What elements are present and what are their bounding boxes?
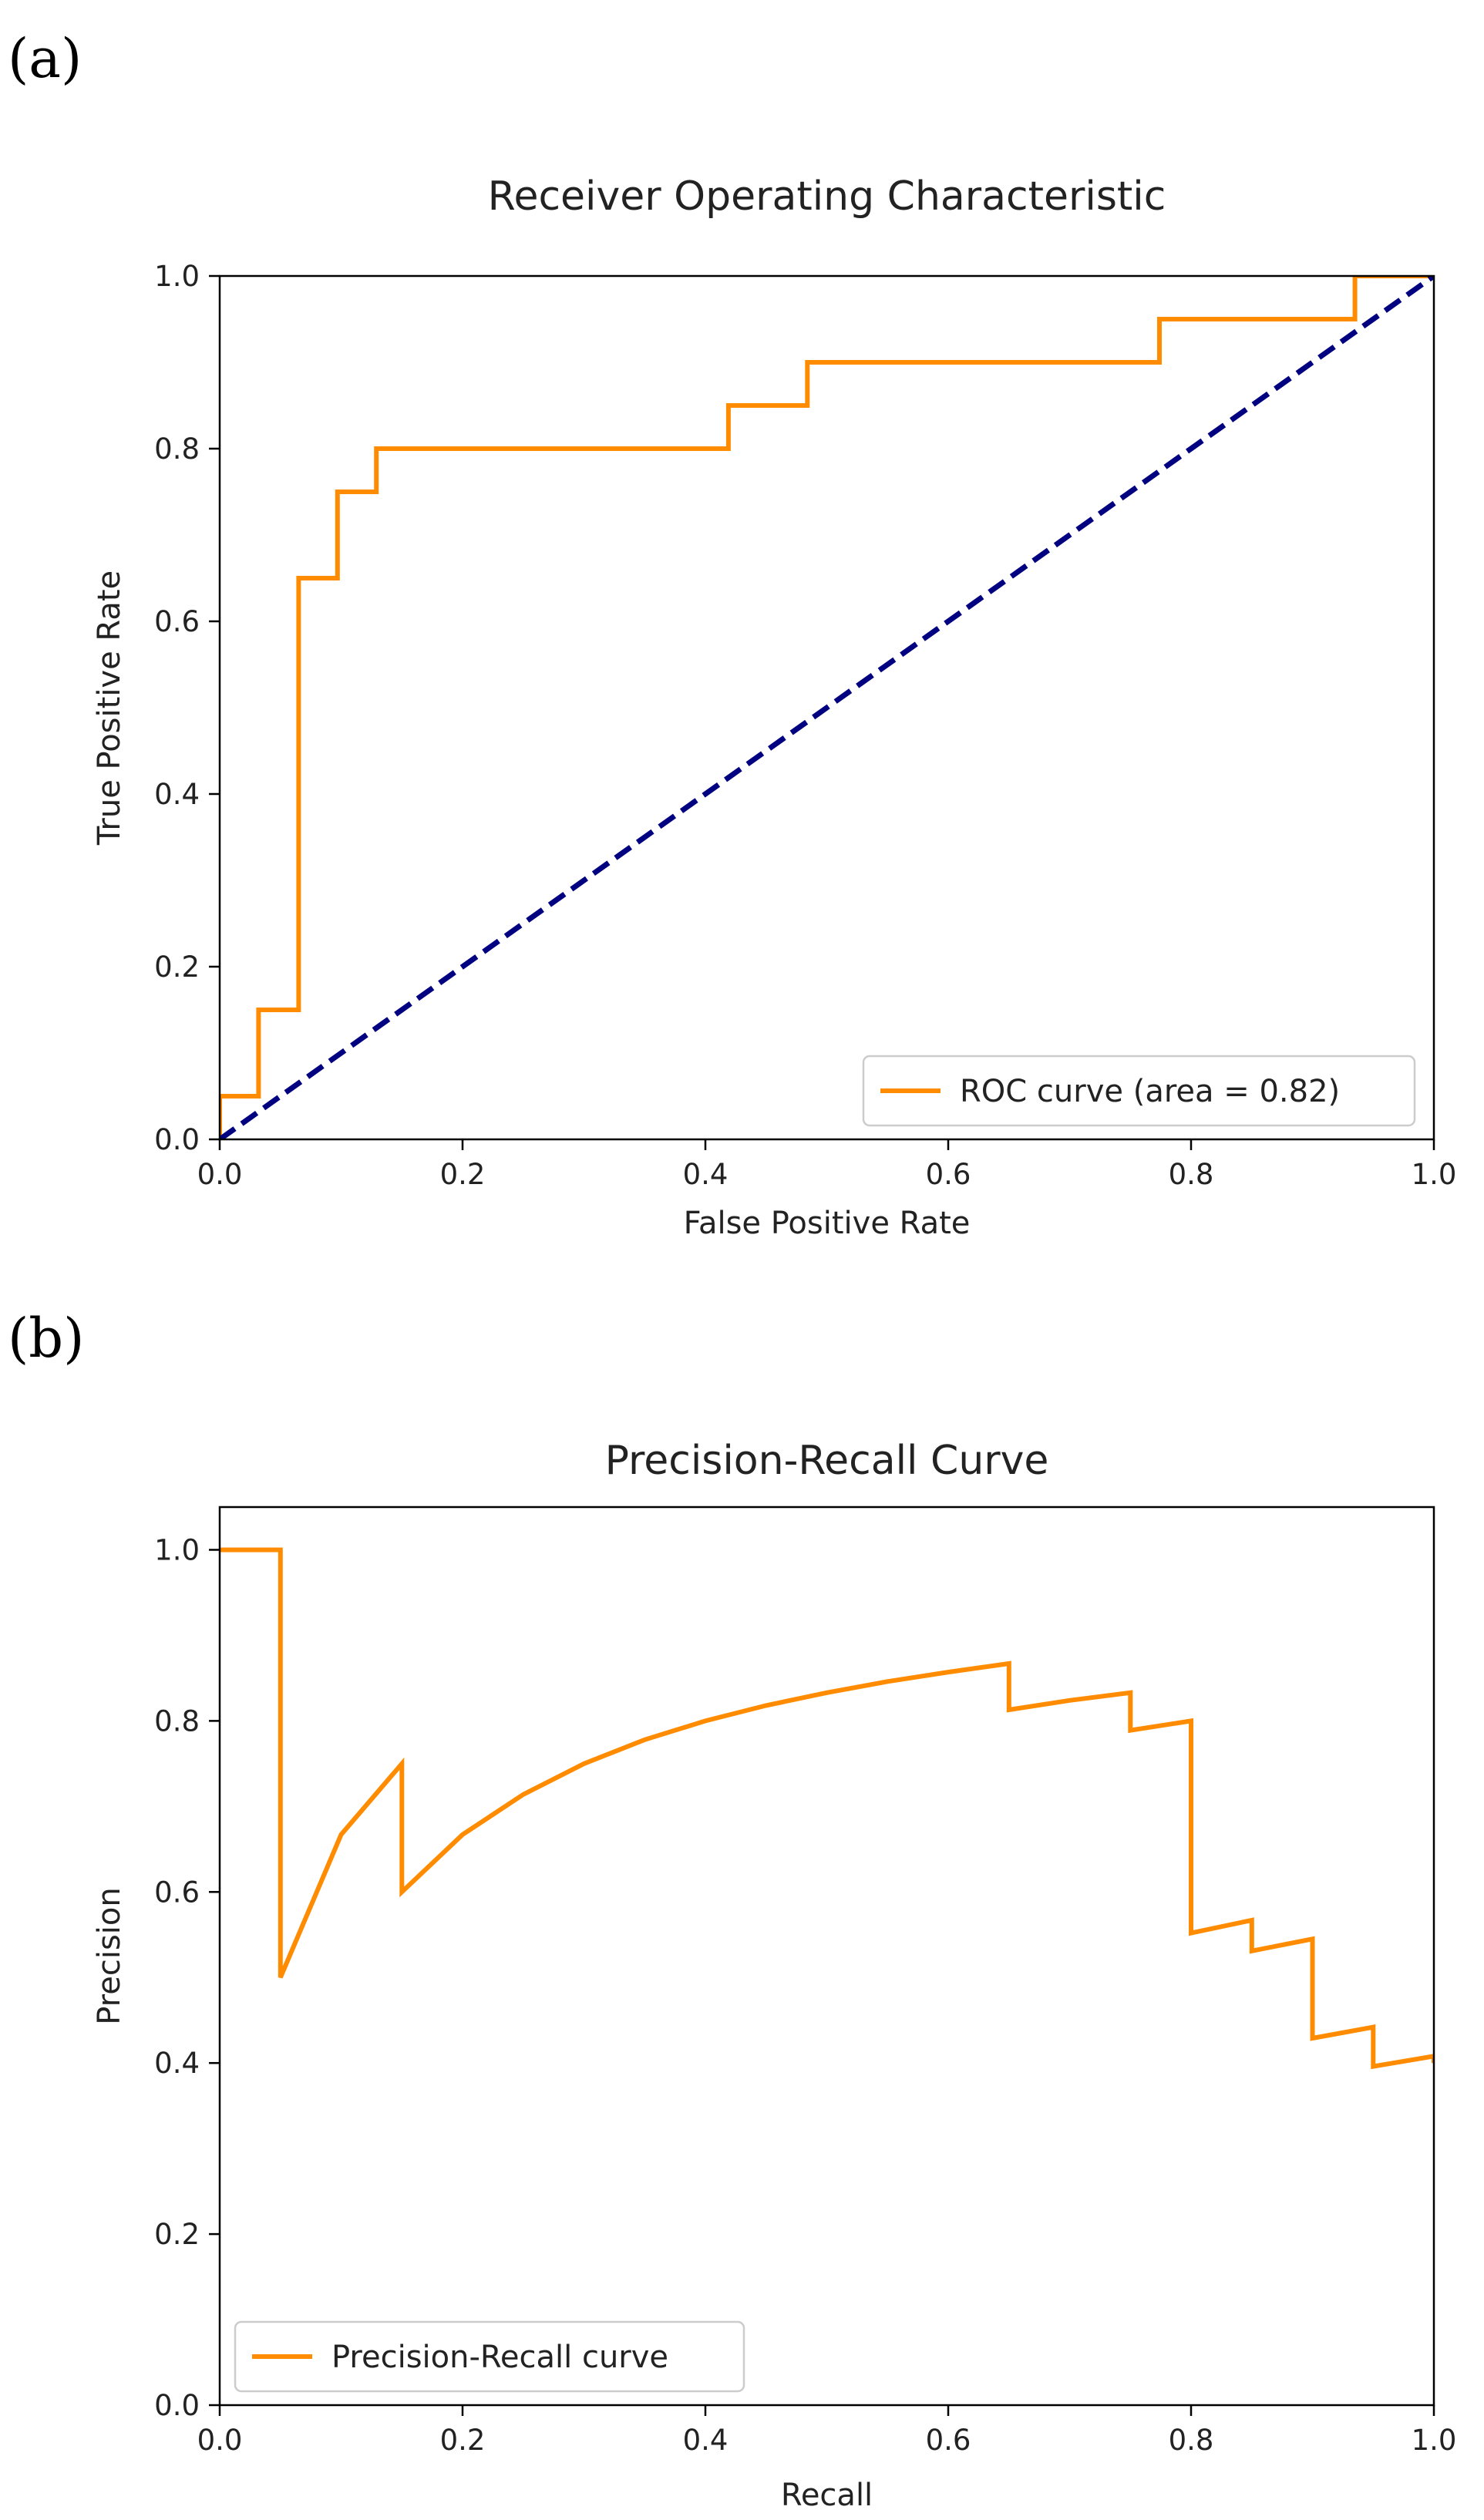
legend-entry: Precision-Recall curve — [331, 2340, 668, 2375]
x-axis-label: False Positive Rate — [684, 1206, 971, 1241]
x-tick-label: 0.4 — [683, 1158, 729, 1191]
series-line-curve — [220, 1547, 1434, 2070]
x-axis-label: Recall — [781, 2478, 873, 2513]
y-tick-label: 0.0 — [154, 2389, 200, 2422]
x-tick-label: 0.0 — [197, 1158, 243, 1191]
x-tick-label: 0.6 — [926, 1158, 971, 1191]
chart-title: Precision-Recall Curve — [605, 1438, 1049, 1484]
plot-frame — [218, 1506, 1435, 2407]
series-line-chance-diagonal — [220, 276, 1434, 1139]
chart-title: Receiver Operating Characteristic — [488, 173, 1166, 220]
y-tick-label: 0.6 — [154, 1876, 200, 1909]
x-tick-label: 0.4 — [683, 2424, 729, 2457]
y-tick-label: 0.2 — [154, 950, 200, 984]
y-tick-label: 0.4 — [154, 2047, 200, 2080]
legend-entry: ROC curve (area = 0.82) — [960, 1074, 1340, 1109]
y-tick-label: 0.8 — [154, 1704, 200, 1738]
legend-box — [234, 2320, 745, 2393]
y-tick-label: 1.0 — [154, 1533, 200, 1566]
x-tick-label: 0.2 — [440, 2424, 486, 2457]
y-tick-label: 0.8 — [154, 432, 200, 466]
y-tick-label: 1.0 — [154, 260, 200, 293]
y-tick-label: 0.6 — [154, 605, 200, 638]
legend: ROC curve (area = 0.82) — [862, 1055, 1416, 1127]
x-tick-label: 0.8 — [1169, 1158, 1214, 1191]
legend-box — [862, 1055, 1416, 1127]
plot-frame — [218, 274, 1435, 1141]
x-tick-label: 0.2 — [440, 1158, 486, 1191]
x-tick-label: 0.6 — [926, 2424, 971, 2457]
y-axis-label: True Positive Rate — [92, 570, 127, 846]
y-tick-label: 0.2 — [154, 2218, 200, 2251]
x-tick-label: 0.0 — [197, 2424, 243, 2457]
x-tick-label: 1.0 — [1412, 2424, 1457, 2457]
x-tick-label: 0.8 — [1169, 2424, 1214, 2457]
series-line-curve — [220, 276, 1434, 1139]
panel-label: (a) — [8, 27, 82, 90]
y-axis-label: Precision — [92, 1887, 127, 2024]
y-tick-label: 0.0 — [154, 1123, 200, 1156]
chart-precision-recall: (b) Precision-Recall Curve 0.0 0.2 0.4 0.6 0.8… — [8, 1307, 1456, 2513]
x-tick-label: 1.0 — [1412, 1158, 1457, 1191]
legend: Precision-Recall curve — [234, 2320, 745, 2393]
y-tick-label: 0.4 — [154, 778, 200, 811]
panel-label: (b) — [8, 1307, 84, 1370]
